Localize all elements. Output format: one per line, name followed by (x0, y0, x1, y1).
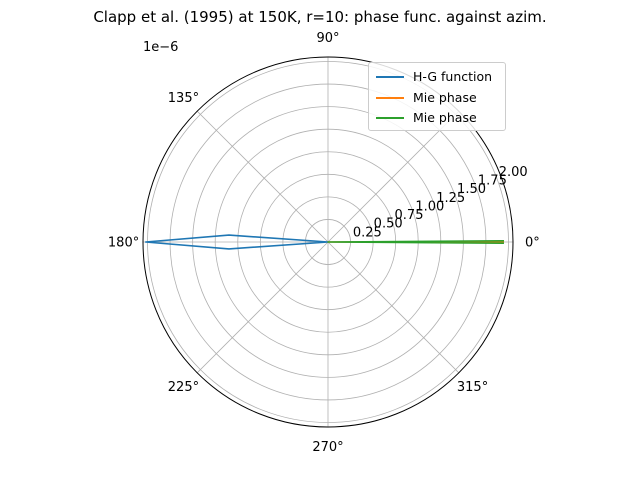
radial-tick-label-4: 1.25 (436, 191, 465, 206)
angle-tick-label-4: 180° (108, 236, 139, 251)
legend-label: Mie phase (413, 89, 477, 105)
radial-tick-label-5: 1.50 (457, 182, 486, 197)
angle-tick-label-6: 270° (312, 440, 343, 455)
angular-gridline-7 (327, 241, 460, 374)
radial-scale-label: 1e−6 (143, 40, 179, 55)
radial-tick-label-1: 0.50 (374, 217, 403, 232)
polar-frame (142, 56, 514, 428)
angle-tick-label-0: 0° (525, 236, 540, 251)
legend-item: Mie phase (369, 108, 505, 128)
legend: H-G function Mie phase Mie phase (368, 62, 506, 131)
radial-tick-label-0: 0.25 (353, 225, 382, 240)
angle-tick-label-2: 90° (316, 31, 339, 46)
angle-tick-label-7: 315° (457, 380, 488, 395)
angular-gridline-5 (196, 241, 329, 374)
legend-swatch (376, 96, 404, 99)
chart-title: Clapp et al. (1995) at 150K, r=10: phase… (93, 8, 547, 26)
angle-tick-label-3: 135° (168, 91, 199, 106)
radial-tick-label-7: 2.00 (499, 165, 528, 180)
series-line-0 (144, 234, 329, 250)
radial-tick-label-3: 1.00 (415, 199, 444, 214)
legend-swatch (376, 117, 404, 119)
radial-tick-label-6: 1.75 (478, 174, 507, 189)
angle-tick-label-5: 225° (168, 380, 199, 395)
legend-label: Mie phase (413, 110, 477, 125)
legend-swatch (376, 76, 404, 78)
legend-item: Mie phase (369, 88, 505, 108)
angular-gridline-1 (327, 110, 460, 243)
legend-label: H-G function (413, 69, 493, 84)
legend-item: H-G function (369, 67, 505, 87)
angular-gridline-3 (196, 110, 329, 243)
series-line-2 (327, 239, 504, 245)
radial-tick-label-2: 0.75 (395, 208, 424, 223)
